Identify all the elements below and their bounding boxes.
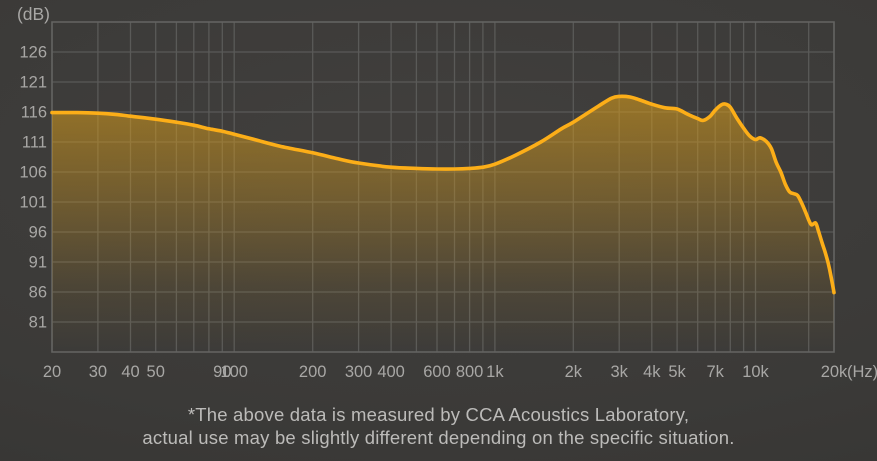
y-axis-tick-label: 81	[29, 314, 47, 332]
x-axis-tick-label: 600	[423, 363, 451, 381]
frequency-response-chart: (dB) 126 121 116 111 106 101 96 91 86 81 20 30 40 50 90…	[17, 4, 877, 381]
x-axis-tick-label: 40	[121, 363, 139, 381]
y-axis-unit-label: (dB)	[17, 4, 50, 24]
x-axis-tick-label: 400	[377, 363, 405, 381]
x-axis-unit-label: (Hz)	[847, 363, 877, 381]
y-axis-tick-label: 101	[19, 194, 47, 212]
x-axis-tick-label: 800	[456, 363, 484, 381]
x-axis-tick-label: 100	[220, 363, 248, 381]
y-axis-tick-label: 91	[29, 254, 47, 272]
x-axis-tick-label: 7k	[706, 363, 724, 381]
response-area-fill	[52, 96, 834, 352]
x-axis-tick-label: 20k	[821, 363, 848, 381]
y-axis-tick-label: 96	[29, 224, 47, 242]
x-axis-tick-label: 4k	[643, 363, 661, 381]
x-axis-tick-label: 200	[299, 363, 327, 381]
caption-line-1: *The above data is measured by CCA Acous…	[187, 404, 690, 425]
x-axis-tick-label: 90	[213, 363, 231, 381]
chart-caption: *The above data is measured by CCA Acous…	[0, 403, 877, 449]
y-axis-tick-label: 86	[29, 284, 47, 302]
y-axis-tick-label: 116	[21, 104, 47, 122]
x-axis-tick-label: 2k	[565, 363, 583, 381]
x-axis-tick-label: 30	[89, 363, 107, 381]
x-axis-tick-label: 5k	[668, 363, 686, 381]
x-axis-tick-label: 20	[43, 363, 61, 381]
response-curve	[50, 94, 836, 295]
y-axis-tick-label: 121	[19, 74, 47, 92]
y-axis-tick-label: 126	[19, 44, 47, 62]
x-axis-tick-label: 300	[345, 363, 373, 381]
caption-line-2: actual use may be slightly different dep…	[142, 427, 735, 448]
x-axis-tick-label: 10k	[742, 363, 769, 381]
x-axis-tick-label: 3k	[610, 363, 628, 381]
y-axis-tick-label: 106	[19, 164, 47, 182]
x-axis-tick-label: 1k	[486, 363, 504, 381]
y-axis-tick-label: 111	[22, 134, 47, 152]
x-axis-tick-label: 50	[147, 363, 165, 381]
